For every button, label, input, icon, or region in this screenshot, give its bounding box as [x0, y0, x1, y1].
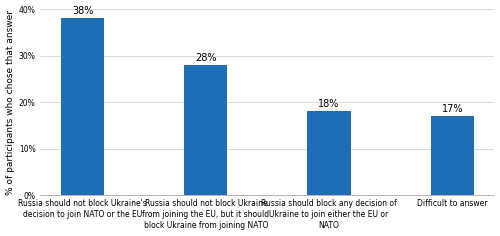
Y-axis label: % of participants who chose that answer: % of participants who chose that answer: [6, 10, 15, 194]
Bar: [430, 116, 474, 195]
Bar: [61, 18, 104, 195]
Text: 28%: 28%: [195, 53, 216, 63]
Text: 38%: 38%: [72, 6, 94, 16]
Text: 17%: 17%: [442, 104, 463, 114]
Text: 18%: 18%: [318, 99, 340, 109]
Bar: [184, 65, 228, 195]
Bar: [308, 111, 350, 195]
